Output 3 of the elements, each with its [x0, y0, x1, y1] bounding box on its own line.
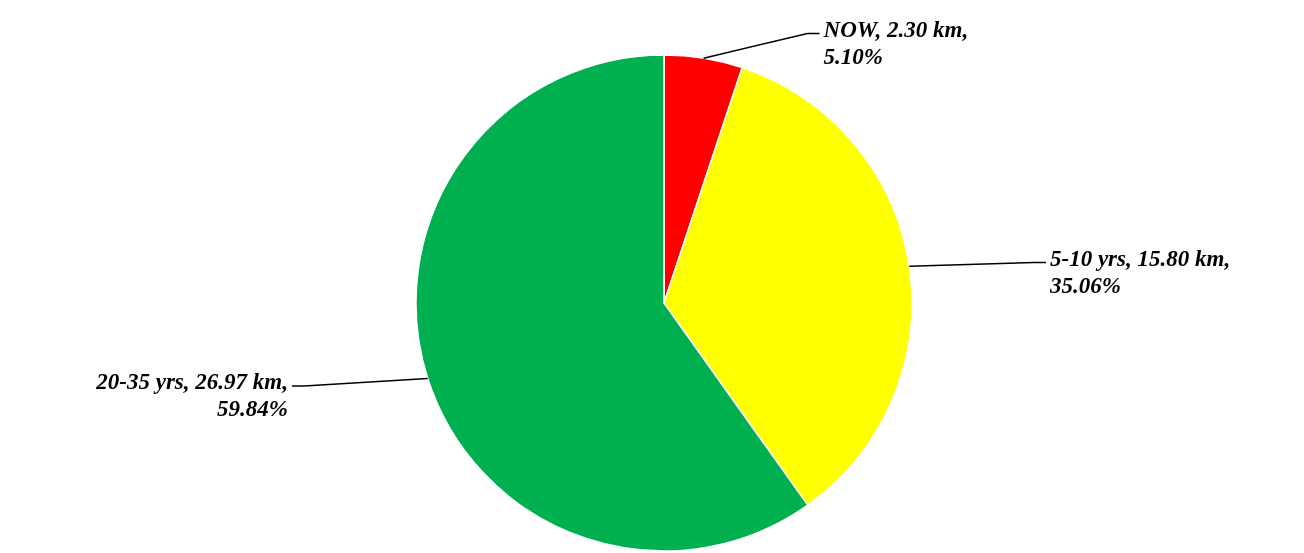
slice-label: 20-35 yrs, 26.97 km, 59.84%	[95, 369, 288, 422]
slice-label: NOW, 2.30 km, 5.10%	[822, 16, 969, 69]
slice-label: 5-10 yrs, 15.80 km, 35.06%	[1048, 245, 1231, 298]
